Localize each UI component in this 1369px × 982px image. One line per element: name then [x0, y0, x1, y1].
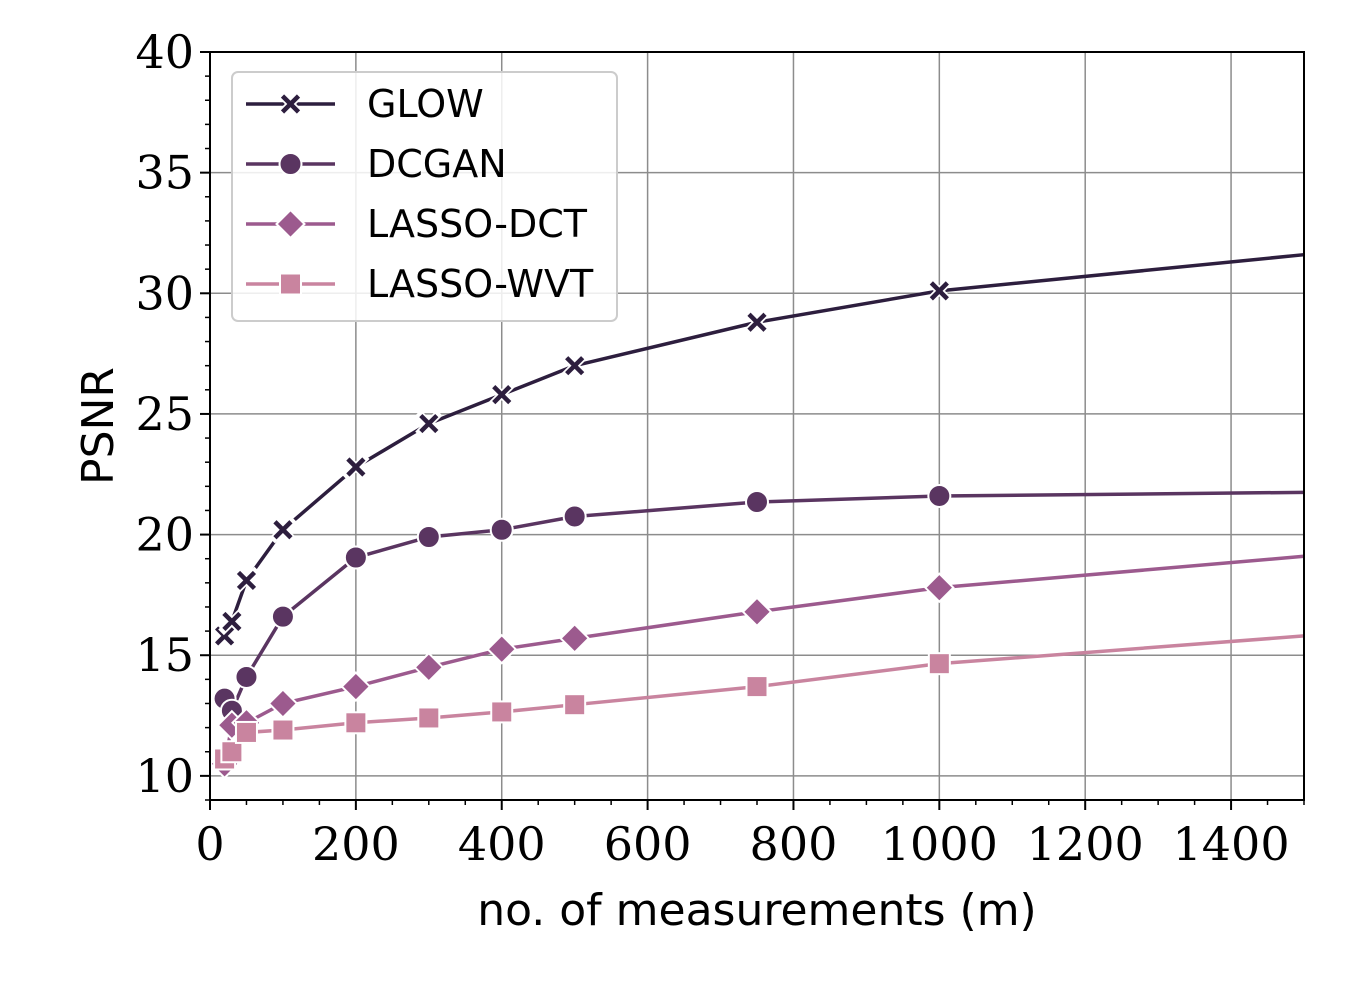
marker-stroke	[492, 385, 512, 405]
data-point-dcgan	[270, 604, 295, 629]
data-point-lasso-dct	[923, 572, 955, 604]
data-point-glow	[218, 607, 246, 636]
y-tick-label: 30	[135, 266, 194, 320]
x-axis-label: no. of measurements (m)	[477, 885, 1036, 936]
data-point-dcgan	[489, 517, 514, 542]
data-point-lasso-wvt	[417, 706, 441, 730]
legend-marker	[278, 152, 303, 176]
x-tick-label: 1000	[881, 817, 998, 871]
data-point-lasso-wvt	[490, 700, 514, 724]
x-tick-label: 800	[750, 817, 838, 871]
data-point-glow	[743, 308, 771, 336]
data-point-dcgan	[234, 664, 259, 689]
y-tick-label: 25	[135, 387, 194, 441]
data-point-dcgan	[416, 524, 441, 549]
marker-stroke	[236, 570, 257, 591]
legend-label: LASSO-WVT	[367, 262, 594, 306]
data-point-glow	[925, 277, 953, 305]
data-point-lasso-wvt	[344, 711, 368, 735]
legend-marker	[279, 272, 302, 296]
data-point-dcgan	[927, 483, 952, 508]
data-point-lasso-dct	[340, 671, 372, 703]
legend: GLOW DCGAN LASSO-DCT LASSO-WVT	[231, 71, 618, 322]
x-tick-label: 0	[195, 817, 224, 871]
y-tick-label: 40	[135, 25, 194, 79]
y-tick-label: 10	[135, 749, 194, 803]
data-point-glow	[342, 453, 370, 481]
legend-marker	[275, 208, 306, 240]
data-point-lasso-wvt	[563, 693, 587, 717]
x-tick-label: 600	[604, 817, 692, 871]
x-tick-label: 200	[312, 817, 400, 871]
y-axis-label: PSNR	[73, 367, 124, 485]
x-tick-label: 400	[458, 817, 546, 871]
data-point-dcgan	[562, 504, 587, 529]
legend-label: DCGAN	[367, 142, 507, 186]
data-point-glow	[561, 352, 589, 380]
tick-labels: 0 200 400 600 800 1000 1200 1400 10 15 20 25 30 35 40	[135, 25, 1289, 871]
data-point-lasso-wvt	[234, 720, 258, 744]
data-point-lasso-dct	[741, 596, 773, 628]
y-tick-label: 20	[135, 508, 194, 562]
x-tick-label: 1200	[1027, 817, 1144, 871]
marker-stroke	[565, 356, 585, 376]
data-point-lasso-wvt	[927, 652, 951, 676]
data-point-dcgan	[343, 545, 368, 570]
data-point-dcgan	[745, 490, 769, 515]
data-point-lasso-wvt	[745, 675, 769, 699]
legend-label: GLOW	[367, 82, 484, 126]
marker-stroke	[346, 457, 366, 477]
marker-stroke	[280, 94, 301, 114]
marker-stroke	[222, 611, 242, 632]
data-point-lasso-dct	[413, 651, 445, 683]
marker-stroke	[273, 520, 293, 540]
marker-stroke	[929, 281, 949, 301]
data-point-glow	[232, 566, 261, 595]
data-point-lasso-dct	[559, 622, 591, 654]
data-point-glow	[415, 409, 443, 438]
data-point-lasso-wvt	[220, 740, 244, 764]
marker-stroke	[419, 413, 439, 434]
marker-stroke	[747, 312, 767, 332]
data-point-lasso-dct	[486, 633, 518, 665]
data-point-lasso-wvt	[271, 718, 295, 742]
data-point-lasso-dct	[267, 688, 299, 719]
data-point-glow	[488, 380, 516, 409]
legend-marker	[276, 90, 305, 118]
legend-label: LASSO-DCT	[367, 202, 588, 246]
x-tick-label: 1400	[1173, 817, 1290, 871]
marker-stroke	[214, 626, 235, 646]
series-markers	[209, 277, 955, 780]
legend-box	[231, 71, 618, 322]
y-tick-label: 35	[135, 146, 194, 200]
data-point-glow	[210, 622, 239, 650]
data-point-glow	[269, 516, 297, 544]
axis-ticks	[200, 51, 1305, 810]
y-tick-label: 15	[135, 628, 194, 682]
